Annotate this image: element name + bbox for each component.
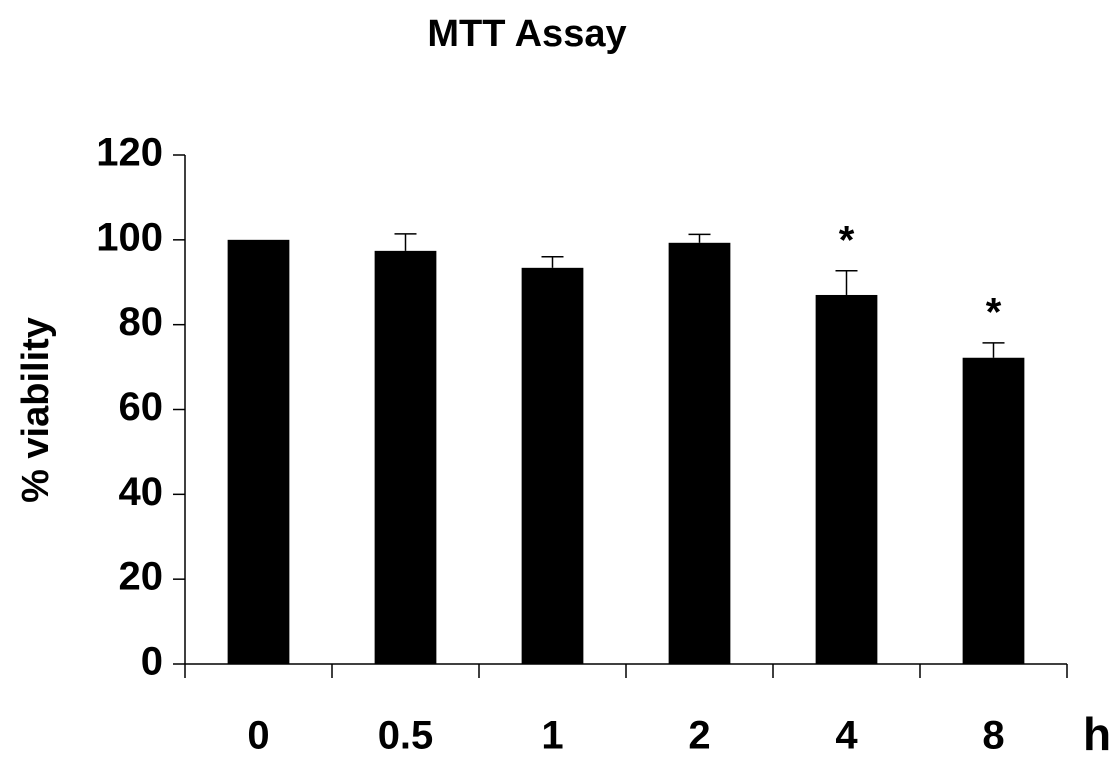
error-bar (983, 343, 1005, 358)
y-tick-label: 100 (96, 215, 163, 259)
error-bar (836, 271, 858, 295)
x-tick-label: 0.5 (378, 714, 434, 758)
bar (228, 240, 290, 664)
x-tick-label: 4 (835, 714, 858, 758)
bar (375, 251, 437, 664)
y-tick-label: 80 (119, 300, 164, 344)
y-tick-label: 120 (96, 131, 163, 175)
bar (669, 243, 731, 664)
bar (963, 358, 1025, 664)
x-tick-label: 1 (541, 714, 563, 758)
annotation: * (839, 218, 855, 262)
error-bar (689, 234, 711, 242)
y-tick-label: 20 (119, 555, 164, 599)
x-axis-label: h (1083, 708, 1111, 758)
y-axis-label: % viability (15, 317, 57, 503)
y-tick-label: 0 (141, 640, 163, 684)
chart: MTT Assay % viability h 0204060801001200… (0, 0, 1117, 758)
bar (816, 295, 878, 664)
y-tick-label: 40 (119, 470, 164, 514)
error-bar (395, 234, 417, 251)
y-tick-label: 60 (119, 385, 164, 429)
bar (522, 268, 584, 664)
x-tick-label: 0 (247, 714, 269, 758)
chart-title: MTT Assay (427, 13, 626, 55)
page: MTT Assay % viability h 0204060801001200… (0, 0, 1117, 758)
error-bar (542, 257, 564, 268)
annotation: * (986, 290, 1002, 334)
x-tick-label: 8 (982, 714, 1004, 758)
x-tick-label: 2 (688, 714, 710, 758)
